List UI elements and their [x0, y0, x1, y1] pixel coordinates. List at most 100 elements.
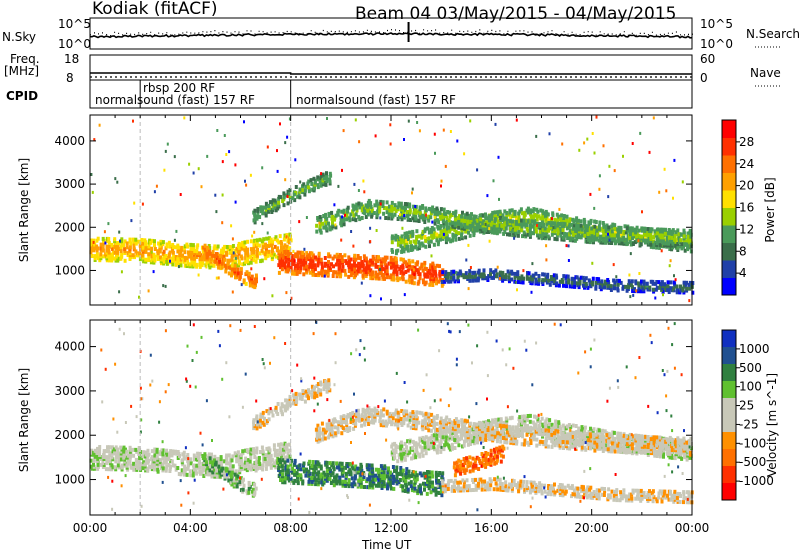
- power-cell: [682, 234, 686, 239]
- power-cell: [560, 225, 564, 230]
- power-cell: [381, 257, 385, 262]
- velocity-cell: [277, 442, 281, 447]
- velocity-cell: [267, 446, 271, 451]
- power-cell: [416, 260, 420, 265]
- velocity-cell: [411, 439, 415, 444]
- power-cell: [424, 280, 428, 285]
- power-noise-cell: [159, 242, 162, 246]
- velocity-cell: [442, 447, 446, 452]
- power-noise-cell: [425, 213, 427, 217]
- velocity-cell: [249, 455, 253, 460]
- power-cell: [282, 203, 286, 208]
- power-cell: [648, 285, 652, 290]
- power-cell: [183, 244, 187, 249]
- velocity-cell: [111, 449, 115, 454]
- power-cell: [401, 257, 405, 262]
- velocity-cell: [357, 478, 361, 483]
- power-cell: [342, 222, 346, 227]
- power-noise-cell: [593, 151, 596, 155]
- power-cell: [655, 231, 659, 236]
- power-cell: [279, 245, 283, 250]
- power-noise-cell: [401, 226, 404, 230]
- velocity-cell: [435, 432, 439, 437]
- velocity-cell: [295, 465, 299, 470]
- power-cell: [558, 279, 562, 284]
- velocity-cell: [176, 450, 180, 454]
- power-cell: [258, 251, 262, 256]
- power-cell: [265, 236, 269, 241]
- velocity-cell: [276, 456, 280, 461]
- velocity-cell: [134, 457, 138, 462]
- velocity-cell: [231, 464, 235, 469]
- power-noise-cell: [379, 202, 382, 206]
- power-cell: [330, 262, 333, 267]
- power-cell: [456, 271, 460, 276]
- power-cell: [194, 262, 198, 267]
- power-cell: [531, 273, 535, 278]
- velocity-cell: [689, 446, 693, 450]
- power-noise-cell: [118, 290, 121, 294]
- velocity-cell: [450, 442, 454, 447]
- power-cell: [395, 270, 399, 275]
- velocity-cell: [217, 464, 221, 469]
- power-cell: [307, 253, 311, 258]
- velocity-cell: [198, 459, 202, 464]
- power-cell: [260, 258, 264, 263]
- power-cell: [349, 257, 353, 262]
- power-cell: [238, 274, 242, 279]
- power-cell: [556, 229, 560, 234]
- velocity-cell: [484, 456, 488, 461]
- power-cell: [482, 272, 486, 277]
- power-cell: [571, 232, 575, 237]
- velocity-cell: [456, 464, 459, 469]
- power-cell: [429, 239, 433, 244]
- power-cell: [331, 256, 335, 261]
- velocity-cell: [132, 453, 136, 458]
- power-cell: [416, 268, 419, 273]
- power-noise-cell: [320, 172, 323, 176]
- velocity-cell: [146, 448, 150, 453]
- power-cell: [412, 239, 416, 244]
- power-cell: [220, 265, 224, 270]
- power-cell: [520, 211, 524, 216]
- power-cell: [152, 252, 156, 257]
- power-cell: [533, 213, 537, 217]
- power-cell: [549, 275, 553, 279]
- velocity-cell: [393, 455, 397, 460]
- velocity-cell: [299, 467, 303, 472]
- power-cell: [106, 254, 109, 259]
- power-cell: [542, 235, 546, 240]
- power-cell: [211, 249, 215, 254]
- power-cell: [316, 216, 320, 220]
- power-cell: [440, 280, 444, 284]
- power-cell: [286, 201, 290, 206]
- velocity-cell: [432, 433, 436, 438]
- power-cell: [534, 225, 538, 230]
- power-cell: [321, 221, 324, 226]
- velocity-cell: [540, 416, 544, 421]
- power-cell: [461, 210, 464, 215]
- velocity-cell: [409, 484, 413, 489]
- beam-date-title: Beam 04 03/May/2015 - 04/May/2015: [355, 4, 677, 24]
- power-cell: [611, 222, 615, 227]
- velocity-cell: [554, 423, 558, 428]
- velocity-cell: [325, 468, 329, 473]
- power-noise-cell: [673, 158, 676, 162]
- velocity-cell: [552, 425, 556, 430]
- power-cell: [433, 269, 437, 274]
- power-cell: [670, 235, 674, 240]
- power-noise-cell: [484, 222, 487, 226]
- power-noise-cell: [492, 179, 495, 183]
- power-noise-cell: [602, 144, 605, 148]
- power-cell: [616, 282, 620, 287]
- power-cell: [435, 277, 438, 282]
- power-cell: [381, 204, 385, 208]
- power-cell: [404, 279, 408, 284]
- power-noise-cell: [418, 129, 421, 133]
- power-cell: [398, 276, 402, 281]
- power-cell: [548, 282, 552, 287]
- power-cell: [293, 198, 297, 203]
- velocity-cell: [394, 449, 398, 454]
- power-noise-cell: [284, 252, 287, 256]
- power-cell: [214, 259, 218, 264]
